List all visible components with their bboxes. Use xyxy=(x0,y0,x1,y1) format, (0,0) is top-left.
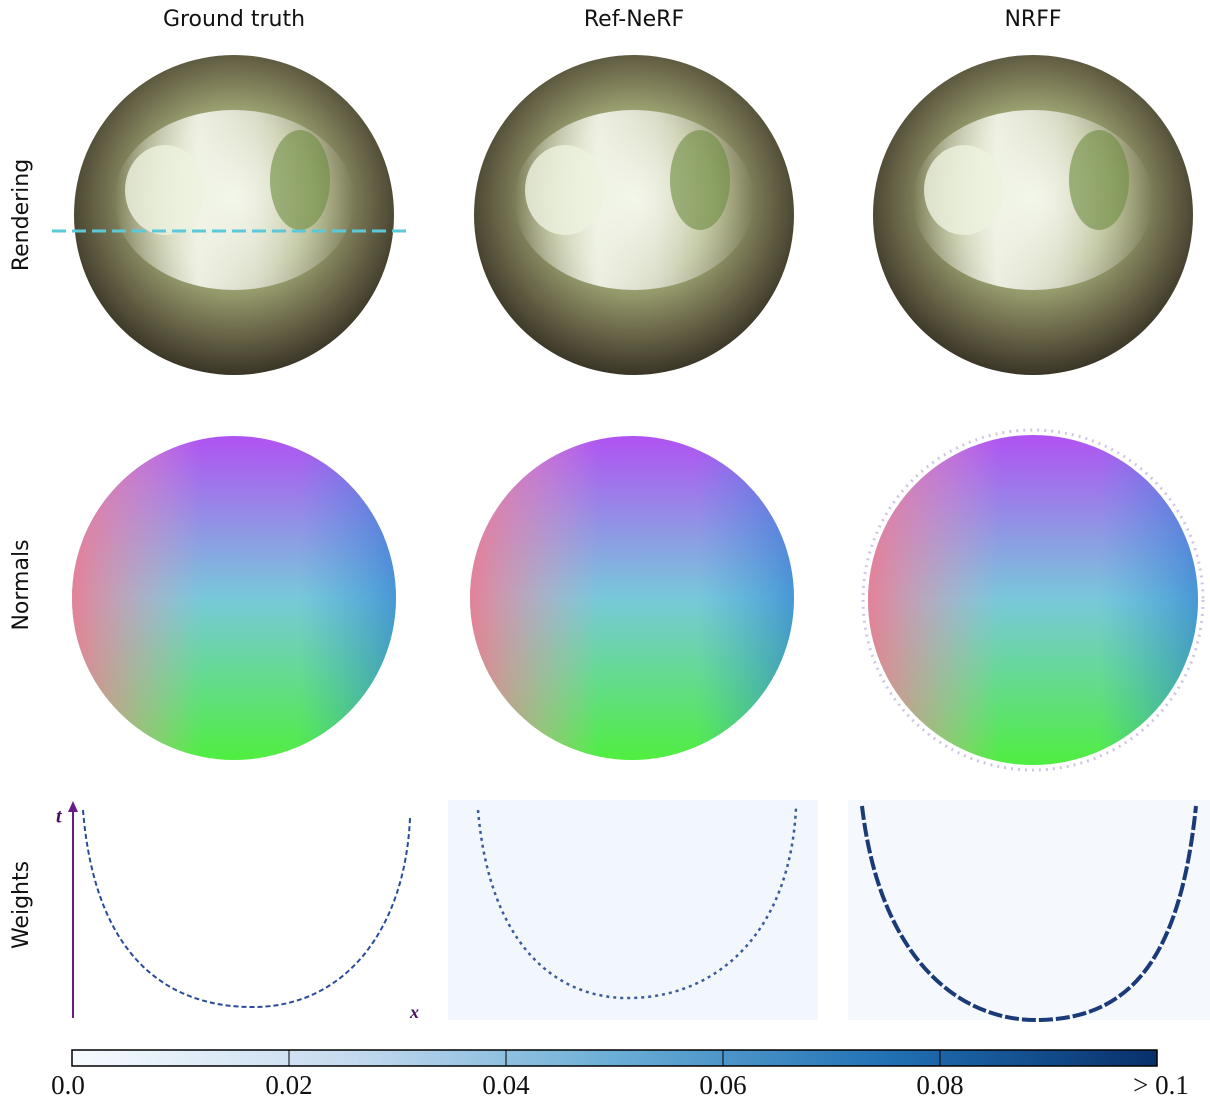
normal-map xyxy=(470,436,794,760)
row-label: Weights xyxy=(9,861,34,949)
column-title: NRFF xyxy=(1004,7,1061,32)
colorbar-tick-label: 0.04 xyxy=(482,1070,530,1100)
normal-map xyxy=(72,436,396,760)
colorbar-gradient xyxy=(72,1050,1157,1066)
colorbar-tick-label: 0.0 xyxy=(51,1070,85,1100)
renderings xyxy=(52,55,1193,375)
column-title: Ground truth xyxy=(163,7,305,32)
colorbar: 0.0 0.02 0.04 0.06 0.08 > 0.1 xyxy=(51,1050,1189,1100)
colorbar-tick-label: > 0.1 xyxy=(1133,1070,1189,1100)
weight-map: t x xyxy=(56,801,419,1022)
page: Ground truth Ref-NeRF NRFF Rendering Nor… xyxy=(0,0,1210,1103)
weight-map xyxy=(848,800,1210,1020)
colorbar-tick-label: 0.02 xyxy=(265,1070,312,1100)
axis-label: t xyxy=(56,806,63,828)
sphere-rendering xyxy=(74,55,394,375)
weight-map xyxy=(448,800,818,1020)
row-label: Rendering xyxy=(9,159,34,271)
axis-label: x xyxy=(409,1002,419,1022)
column-title: Ref-NeRF xyxy=(584,7,684,32)
weight-maps: t x xyxy=(56,800,1210,1022)
sphere-rendering xyxy=(474,55,794,375)
colorbar-tick-label: 0.08 xyxy=(916,1070,963,1100)
row-label: Normals xyxy=(9,539,34,630)
sphere-rendering xyxy=(873,55,1193,375)
colorbar-tick-label: 0.06 xyxy=(699,1070,746,1100)
figure: Ground truth Ref-NeRF NRFF Rendering Nor… xyxy=(0,0,1210,1103)
column-headers: Ground truth Ref-NeRF NRFF xyxy=(163,7,1062,32)
normal-map xyxy=(863,430,1203,770)
row-labels: Rendering Normals Weights xyxy=(9,159,34,949)
normal-maps xyxy=(72,430,1203,770)
